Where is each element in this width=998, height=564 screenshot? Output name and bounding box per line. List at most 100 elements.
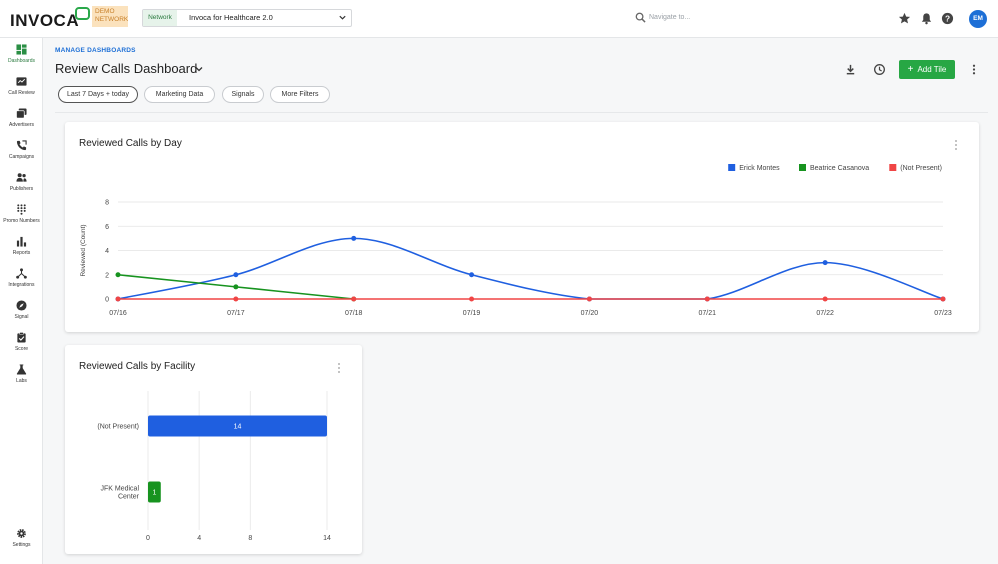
logo-bubble-icon xyxy=(75,7,90,20)
integrations-icon xyxy=(16,268,27,279)
sidebar-item-integrations[interactable]: Integrations xyxy=(0,268,43,296)
sidebar-item-campaigns[interactable]: Campaigns xyxy=(0,140,43,168)
more-options-icon[interactable] xyxy=(968,63,980,76)
filter-marketing-data[interactable]: Marketing Data xyxy=(144,86,215,103)
filter-more[interactable]: More Filters xyxy=(270,86,330,103)
y-tick-label: 2 xyxy=(105,272,109,279)
sidebar-item-label: Labs xyxy=(16,378,27,384)
clipboard-check-icon xyxy=(17,332,26,343)
bar-value-label: 1 xyxy=(152,490,156,497)
data-point-beatrice-casanova xyxy=(115,272,121,278)
series-line-erick-montes xyxy=(117,237,944,300)
y-tick-label: 6 xyxy=(105,224,109,231)
sidebar-item-signal[interactable]: Signal xyxy=(0,300,43,328)
legend-swatch xyxy=(889,164,897,171)
sidebar-item-labs[interactable]: Labs xyxy=(0,364,43,392)
sidebar-item-label: Score xyxy=(14,346,29,352)
network-value: Invoca for Healthcare 2.0 xyxy=(189,13,273,22)
legend-swatch xyxy=(728,164,736,171)
tile-reviewed-calls-by-day: Reviewed Calls by Day 0 2 4 6 8 Reviewed (Cou… xyxy=(65,122,979,332)
top-bar: INVOCA DEMO NETWORK Network Invoca for H… xyxy=(0,0,998,38)
sidebar-item-score[interactable]: Score xyxy=(0,332,43,360)
add-tile-label: Add Tile xyxy=(917,65,947,74)
sidebar-item-label: Promo Numbers xyxy=(3,218,40,224)
publishers-icon xyxy=(16,173,27,182)
category-label: Center xyxy=(118,494,140,501)
header-divider xyxy=(55,112,988,113)
campaigns-icon xyxy=(16,140,27,151)
legend-label: Erick Montes xyxy=(739,165,780,172)
bar-chart-icon xyxy=(16,236,27,247)
add-tile-button[interactable]: + Add Tile xyxy=(899,60,955,79)
filter-date-range[interactable]: Last 7 Days + today xyxy=(58,86,138,103)
tile-menu-icon[interactable] xyxy=(336,362,342,374)
x-tick-label: 07/18 xyxy=(345,310,363,317)
chevron-down-icon[interactable] xyxy=(194,64,204,74)
sidebar-item-label: Dashboards xyxy=(8,58,35,64)
data-point-not-present xyxy=(233,296,239,302)
page-title: Review Calls Dashboard xyxy=(55,61,198,76)
x-tick-label: 07/16 xyxy=(109,310,127,317)
x-tick-label: 4 xyxy=(197,535,201,542)
data-point-erick-montes xyxy=(351,235,357,241)
tile-menu-icon[interactable] xyxy=(953,139,959,151)
help-icon[interactable]: ? xyxy=(941,12,954,25)
download-icon[interactable] xyxy=(844,63,857,76)
invoca-logo[interactable]: INVOCA xyxy=(10,11,80,30)
star-icon[interactable] xyxy=(898,12,911,25)
data-point-not-present xyxy=(586,296,592,302)
y-tick-label: 8 xyxy=(105,200,109,207)
bell-icon[interactable] xyxy=(920,12,933,25)
sidebar-item-dashboards[interactable]: Dashboards xyxy=(0,44,43,72)
data-point-not-present xyxy=(351,296,357,302)
x-tick-label: 07/22 xyxy=(816,310,834,317)
sidebar-item-label: Campaigns xyxy=(8,154,35,160)
manage-dashboards-link[interactable]: MANAGE DASHBOARDS xyxy=(55,47,136,54)
sidebar-item-settings[interactable]: Settings xyxy=(0,528,43,556)
data-point-erick-montes xyxy=(233,272,239,278)
sidebar-item-label: Settings xyxy=(12,542,31,548)
call-review-icon xyxy=(16,77,27,86)
history-icon[interactable] xyxy=(873,63,886,76)
sidebar-item-label: Reports xyxy=(12,250,31,256)
legend-label: (Not Present) xyxy=(900,165,942,172)
sidebar-item-label: Signal xyxy=(14,314,29,320)
y-tick-label: 0 xyxy=(105,297,109,304)
category-label: (Not Present) xyxy=(97,424,139,431)
search-icon xyxy=(635,12,646,23)
x-tick-label: 0 xyxy=(146,535,150,542)
legend-swatch xyxy=(799,164,806,171)
bar-value-label: 14 xyxy=(234,424,242,431)
tile-title: Reviewed Calls by Day xyxy=(79,138,182,149)
data-point-not-present xyxy=(115,296,121,302)
sidebar-item-promo-numbers[interactable]: Promo Numbers xyxy=(0,204,43,232)
compass-icon xyxy=(16,300,27,311)
x-tick-label: 07/19 xyxy=(463,310,481,317)
sidebar-item-advertisers[interactable]: Advertisers xyxy=(0,108,43,136)
sidebar-item-publishers[interactable]: Publishers xyxy=(0,172,43,200)
plus-icon: + xyxy=(907,64,914,75)
x-tick-label: 07/21 xyxy=(699,310,717,317)
sidebar-item-call-review[interactable]: Call Review xyxy=(0,76,43,104)
y-axis-label: Reviewed (Count) xyxy=(80,224,87,276)
chevron-down-icon xyxy=(339,15,346,20)
x-tick-label: 07/17 xyxy=(227,310,245,317)
data-point-erick-montes xyxy=(822,260,828,266)
x-tick-label: 14 xyxy=(323,535,331,542)
filter-signals[interactable]: Signals xyxy=(222,86,264,103)
demo-badge-line1: DEMO xyxy=(95,8,115,15)
category-label: JFK Medical xyxy=(100,486,139,493)
sidebar: Dashboards Call Review Advertisers Campa… xyxy=(0,38,43,564)
sidebar-item-label: Call Review xyxy=(8,90,35,96)
data-point-not-present xyxy=(704,296,710,302)
x-tick-label: 07/20 xyxy=(581,310,599,317)
sidebar-item-label: Integrations xyxy=(8,282,35,288)
network-select[interactable]: Network Invoca for Healthcare 2.0 xyxy=(142,9,352,27)
dashboard-icon xyxy=(16,44,27,55)
line-chart: 0 2 4 6 8 Reviewed (Count) 07/16 07/17 07/18 07/1… xyxy=(80,164,952,317)
user-avatar[interactable]: EM xyxy=(969,10,987,28)
tile-title: Reviewed Calls by Facility xyxy=(79,361,196,372)
legend-label: Beatrice Casanova xyxy=(810,165,869,172)
y-tick-label: 4 xyxy=(105,248,109,255)
sidebar-item-reports[interactable]: Reports xyxy=(0,236,43,264)
